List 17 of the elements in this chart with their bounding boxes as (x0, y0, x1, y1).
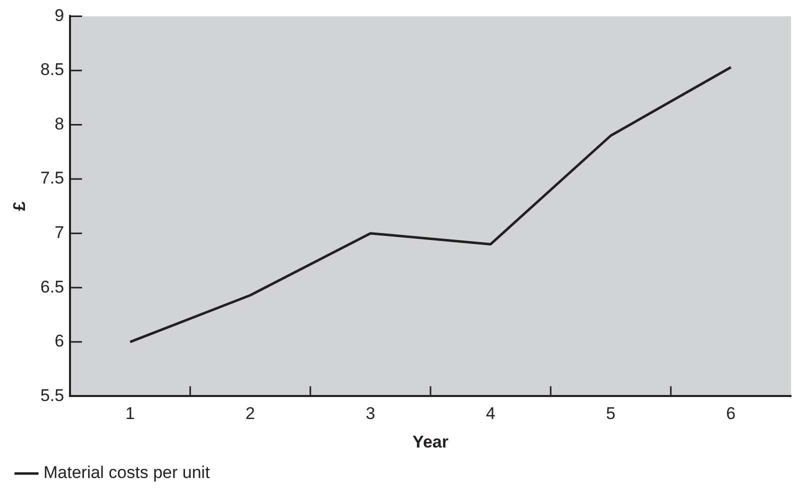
x-tick-label: 2 (246, 404, 256, 424)
y-tick-label: 6 (54, 332, 64, 351)
x-tick-label: 1 (125, 404, 135, 424)
y-tick-label: 8.5 (40, 60, 64, 80)
x-tick-label: 4 (486, 404, 496, 424)
y-tick-label: 8 (54, 114, 64, 134)
y-tick-label: 9 (54, 6, 64, 25)
y-axis-title: £ (10, 200, 29, 211)
x-tick-label: 3 (366, 404, 376, 424)
y-tick-label: 7.5 (40, 168, 64, 188)
y-tick-label: 5.5 (40, 386, 64, 405)
y-tick-label: 7 (54, 223, 64, 242)
y-tick-label: 6.5 (40, 277, 64, 296)
x-tick-label: 6 (726, 404, 736, 424)
x-axis-title: Year (412, 432, 449, 452)
legend-label: Material costs per unit (44, 463, 210, 482)
x-tick-label: 5 (606, 404, 616, 424)
